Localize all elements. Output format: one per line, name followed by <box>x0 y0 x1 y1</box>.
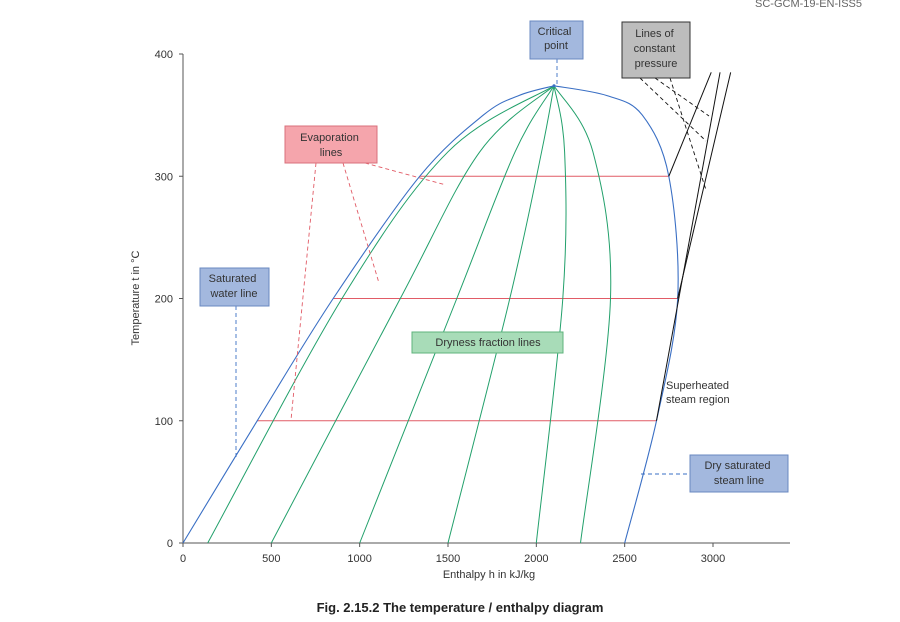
x-tick-label: 2000 <box>524 553 548 565</box>
dryness-fraction-line <box>270 85 555 544</box>
superheated-line1: Superheated <box>666 380 729 392</box>
document-id: SC-GCM-19-EN-ISS5 <box>755 0 862 10</box>
constant-pressure-line <box>655 72 721 421</box>
dry-saturated-box <box>689 454 789 493</box>
critical-point-line1: Critical <box>538 26 572 38</box>
svg-text:Critical point: Critical point <box>538 26 575 52</box>
dryness-fraction-text: Dryness fraction lines <box>435 337 541 349</box>
critical-point-line2: point <box>544 40 568 52</box>
evaporation-box <box>284 125 378 164</box>
dry-saturated-label: Dry saturated steam line <box>689 454 789 493</box>
dry-saturated-steam-line <box>553 85 679 544</box>
x-tick-label: 500 <box>262 553 280 565</box>
svg-text:Saturated water line: Saturated water line <box>209 273 260 300</box>
saturated-water-line <box>182 85 555 544</box>
dryness-fraction-label: Dryness fraction lines <box>411 331 564 354</box>
y-tick-label: 100 <box>155 416 173 428</box>
dry-saturated-line2: steam line <box>714 475 764 487</box>
saturation-curve <box>182 84 679 544</box>
critical-point-marker <box>552 84 556 88</box>
x-tick-label: 0 <box>180 553 186 565</box>
constant-pressure-line1: Lines of <box>635 28 674 40</box>
y-tick-label: 300 <box>155 171 173 183</box>
evaporation-lines <box>257 175 678 422</box>
svg-text:Dry saturated steam line: Dry saturated steam line <box>704 460 773 487</box>
dry-saturated-line1: Dry saturated <box>704 460 770 472</box>
y-tick-label: 0 <box>167 538 173 550</box>
dryness-fraction-line <box>535 85 567 544</box>
constant-pressure-line2: constant <box>634 43 676 55</box>
constant-pressure-label: Lines of constant pressure <box>621 21 691 79</box>
leader-evaporation-2 <box>342 162 380 284</box>
saturated-water-box <box>199 267 270 307</box>
figure-caption: Fig. 2.15.2 The temperature / enthalpy d… <box>317 600 604 615</box>
saturated-water-line1: Saturated <box>209 273 257 285</box>
leader-pressure-3 <box>669 77 707 191</box>
superheated-label: Superheated steam region <box>666 380 732 406</box>
x-tick-label: 1000 <box>347 553 371 565</box>
x-tick-label: 2500 <box>612 553 636 565</box>
x-ticks: 0 500 1000 1500 2000 2500 3000 <box>180 543 725 565</box>
evaporation-label: Evaporation lines <box>284 125 378 164</box>
svg-text:Lines of constant: Lines of constant pressure <box>634 28 679 70</box>
dryness-fraction-line <box>553 85 612 544</box>
svg-text:Superheated steam region: Superheated steam region <box>666 380 732 406</box>
y-tick-label: 400 <box>155 49 173 61</box>
critical-point-label: Critical point <box>529 20 584 60</box>
dryness-fraction-line <box>359 85 555 544</box>
dryness-fraction-box <box>411 331 564 354</box>
x-tick-label: 3000 <box>701 553 725 565</box>
dryness-fraction-line <box>447 85 555 544</box>
dryness-fraction-line <box>207 85 555 544</box>
critical-point-box <box>529 20 584 60</box>
y-ticks: 0 100 200 300 400 <box>155 49 183 550</box>
dryness-fraction-lines <box>207 85 612 544</box>
constant-pressure-line3: pressure <box>635 58 678 70</box>
leader-pressure-1 <box>639 77 707 142</box>
evaporation-line1: Evaporation <box>300 132 359 144</box>
leader-lines <box>235 59 710 475</box>
svg-text:Dryness fraction lines: Dryness fraction lines <box>435 337 541 349</box>
x-axis-label: Enthalpy h in kJ/kg <box>443 569 535 581</box>
saturated-water-line2: water line <box>209 288 257 300</box>
saturated-water-label: Saturated water line <box>199 267 270 307</box>
x-tick-label: 1500 <box>436 553 460 565</box>
constant-pressure-box <box>621 21 691 79</box>
leader-evaporation-3 <box>290 162 317 421</box>
evaporation-line2: lines <box>320 147 343 159</box>
y-axis-label: Temperature t in °C <box>130 251 142 346</box>
y-tick-label: 200 <box>155 294 173 306</box>
svg-text:Evaporation lines: Evaporation lines <box>300 132 362 159</box>
superheated-line2: steam region <box>666 394 730 406</box>
constant-pressure-line <box>668 72 712 177</box>
